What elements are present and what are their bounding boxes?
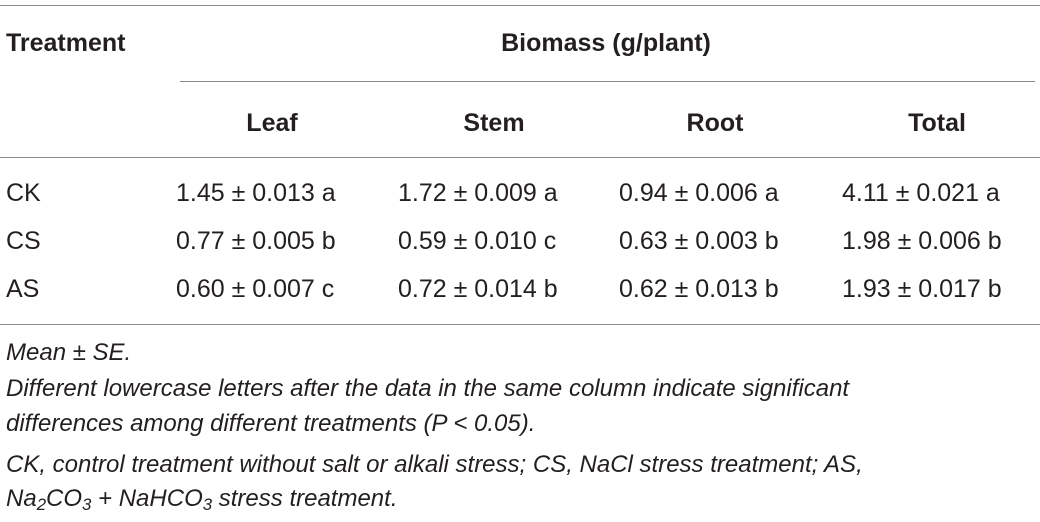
cell-ck-total: 4.11 ± 0.021 a (842, 179, 1000, 207)
cell-cs-root: 0.63 ± 0.003 b (619, 227, 779, 255)
formula-sub-3b: 3 (202, 495, 213, 515)
cell-as-stem: 0.72 ± 0.014 b (398, 275, 558, 303)
table-bottom-rule (0, 324, 1040, 325)
cell-as-total: 1.93 ± 0.017 b (842, 275, 1002, 303)
cell-cs-leaf: 0.77 ± 0.005 b (176, 227, 336, 255)
cell-as-leaf: 0.60 ± 0.007 c (176, 275, 335, 303)
column-header-root: Root (686, 109, 744, 137)
cell-ck-stem: 1.72 ± 0.009 a (398, 179, 558, 207)
formula-sub-3a: 3 (82, 495, 92, 515)
cell-as-root: 0.62 ± 0.013 b (619, 275, 779, 303)
footnote-abbreviations-line1: CK, control treatment without salt or al… (6, 451, 863, 478)
formula-tail: stress treatment. (212, 485, 398, 512)
footnote-letters-line1: Different lowercase letters after the da… (6, 375, 850, 402)
row-label-ck: CK (6, 179, 41, 207)
formula-co: CO (46, 485, 83, 512)
header-bottom-rule (0, 157, 1040, 158)
cell-ck-root: 0.94 ± 0.006 a (619, 179, 779, 207)
cell-cs-stem: 0.59 ± 0.010 c (398, 227, 557, 255)
footnote-abbreviations-line2: Na2CO3 + NaHCO3 stress treatment. (6, 484, 397, 514)
formula-sub-2: 2 (36, 495, 47, 515)
column-header-stem: Stem (463, 109, 525, 137)
row-label-as: AS (6, 275, 40, 303)
column-header-leaf: Leaf (246, 109, 298, 137)
footnote-mean-se: Mean ± SE. (6, 339, 132, 366)
row-label-cs: CS (6, 227, 41, 255)
table-top-rule (0, 5, 1040, 6)
column-header-total: Total (908, 109, 966, 137)
cell-cs-total: 1.98 ± 0.006 b (842, 227, 1002, 255)
formula-nahco: + NaHCO (91, 485, 203, 512)
formula-na: Na (6, 485, 37, 512)
group-header-rule (180, 81, 1035, 82)
cell-ck-leaf: 1.45 ± 0.013 a (176, 179, 336, 207)
treatment-header: Treatment (6, 29, 126, 57)
footnote-letters-line2: differences among different treatments (… (6, 410, 536, 437)
biomass-group-header: Biomass (g/plant) (501, 29, 711, 57)
